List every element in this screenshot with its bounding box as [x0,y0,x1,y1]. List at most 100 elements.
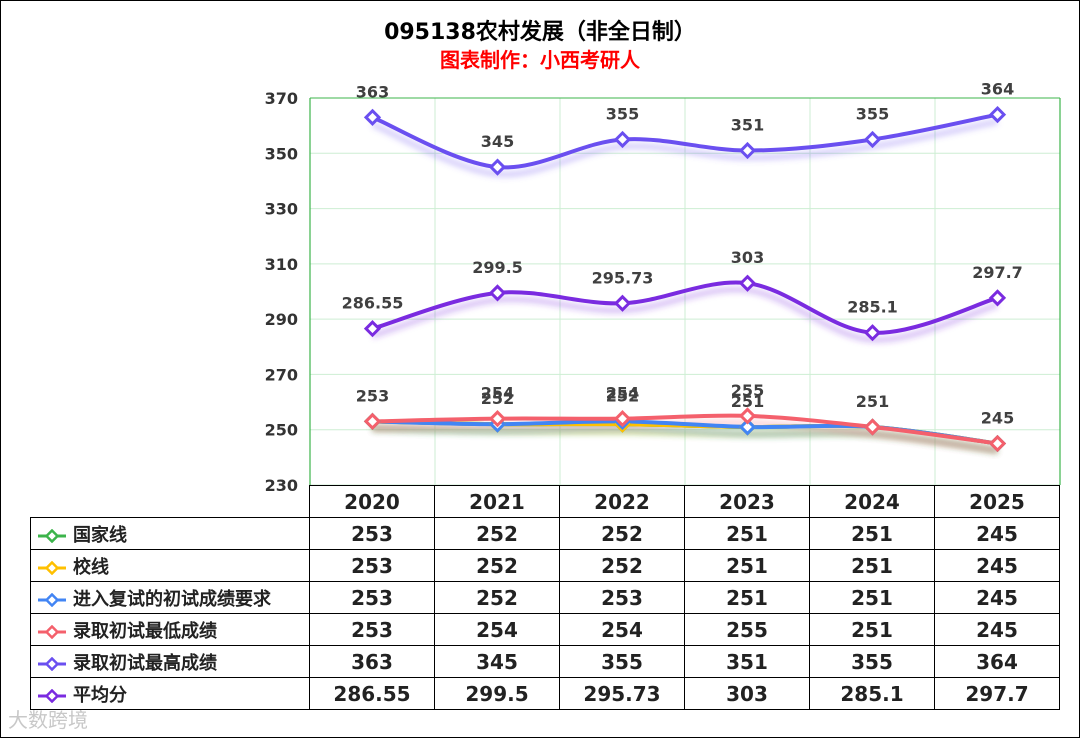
data-point [988,105,1007,124]
legend-key-icon [38,528,66,543]
table-cell: 303 [684,677,810,710]
legend-entry: 校线 [30,549,310,582]
data-label: 251 [731,392,764,411]
data-point [988,434,1007,453]
table-cell: 251 [809,549,935,582]
table-corner [30,485,310,518]
legend-entry: 平均分 [30,677,310,710]
table-cell: 253 [309,549,435,582]
data-label: 252 [481,389,514,408]
y-tick-label: 370 [265,89,298,108]
table-cell: 251 [809,517,935,550]
y-tick-label: 330 [265,200,298,219]
series-markers [363,105,1007,453]
legend-key-icon [38,624,66,639]
chart-subtitle: 图表制作：小西考研人 [440,48,640,72]
data-point [363,320,382,338]
table-cell: 285.1 [809,677,935,710]
table-cell: 355 [559,645,685,678]
y-tick-label: 290 [265,310,298,329]
table-cell: 253 [309,613,435,646]
data-point [488,284,507,302]
data-label: 245 [981,409,1014,428]
table-year-header: 2020 [309,485,435,518]
data-label: 285.1 [847,298,898,317]
table-row: 录取初试最高成绩 363 345 355 351 355 364 [30,645,1060,678]
data-point [863,130,882,149]
table-cell: 252 [559,549,685,582]
table-row: 进入复试的初试成绩要求 253 252 253 251 251 245 [30,581,1060,614]
data-label: 255 [731,381,764,400]
table-cell: 253 [309,517,435,550]
table-cell: 363 [309,645,435,678]
legend-label: 录取初试最低成绩 [73,620,217,642]
table-cell: 252 [434,581,560,614]
data-point [988,289,1007,307]
table-header-row: 2020 2021 2022 2023 2024 2025 [30,485,1060,518]
legend-key-icon [38,592,66,607]
table-body: 国家线 253 252 252 251 251 245 校线 253 252 252 251 251 24… [30,517,1060,710]
data-label: 355 [856,104,889,123]
data-label: 363 [356,82,389,101]
table-cell: 245 [934,581,1060,614]
legend-entry: 录取初试最高成绩 [30,645,310,678]
table-cell: 245 [934,613,1060,646]
data-label: 297.7 [972,263,1023,282]
data-label: 252 [606,386,639,405]
legend-entry: 录取初试最低成绩 [30,613,310,646]
chart-title: 095138农村发展（非全日制） [384,20,696,45]
data-label: 254 [606,384,639,403]
data-label: 254 [481,384,514,403]
table-cell: 255 [684,613,810,646]
data-label: 364 [981,80,1014,99]
series-line [372,413,998,446]
table-cell: 286.55 [309,677,435,710]
data-label: 253 [356,386,389,405]
data-label: 286.55 [342,294,404,313]
legend-key-icon [38,656,66,671]
data-label: 299.5 [472,258,523,277]
table-cell: 252 [434,517,560,550]
table-cell: 299.5 [434,677,560,710]
table-year-header: 2023 [684,485,810,518]
table-cell: 245 [934,549,1060,582]
watermark: 大数跨境 [8,708,88,732]
table-cell: 355 [809,645,935,678]
table-cell: 245 [934,517,1060,550]
data-label: 251 [856,392,889,411]
data-point [613,410,632,428]
table-cell: 251 [809,581,935,614]
table-cell: 252 [559,517,685,550]
data-point [488,410,507,428]
data-labels: 253 252 252 251 251 245 254 254 255 363 345 355 351 3… [342,80,1023,428]
table-cell: 295.73 [559,677,685,710]
table-row: 平均分 286.55 299.5 295.73 303 285.1 297.7 [30,677,1060,710]
table-year-header: 2022 [559,485,685,518]
table-cell: 251 [684,517,810,550]
data-point [738,141,757,160]
table-cell: 251 [809,613,935,646]
table-year-header: 2025 [934,485,1060,518]
table-year-header: 2021 [434,485,560,518]
data-label: 355 [606,104,639,123]
data-point [488,158,507,176]
table-cell: 364 [934,645,1060,678]
series-shadow [371,118,999,178]
table-row: 录取初试最低成绩 253 254 254 255 251 245 [30,613,1060,646]
data-point [363,412,382,431]
series-lines [371,112,999,446]
y-tick-label: 250 [265,421,298,440]
legend-label: 国家线 [73,524,127,546]
legend-label: 平均分 [73,684,127,706]
data-point [613,294,632,312]
table-cell: 254 [559,613,685,646]
table-year-header: 2024 [809,485,935,518]
data-point [738,274,757,292]
data-label: 303 [731,248,764,267]
legend-entry: 进入复试的初试成绩要求 [30,581,310,614]
series-line [371,280,999,335]
table-cell: 253 [559,581,685,614]
table-cell: 345 [434,645,560,678]
legend-entry: 国家线 [30,517,310,550]
